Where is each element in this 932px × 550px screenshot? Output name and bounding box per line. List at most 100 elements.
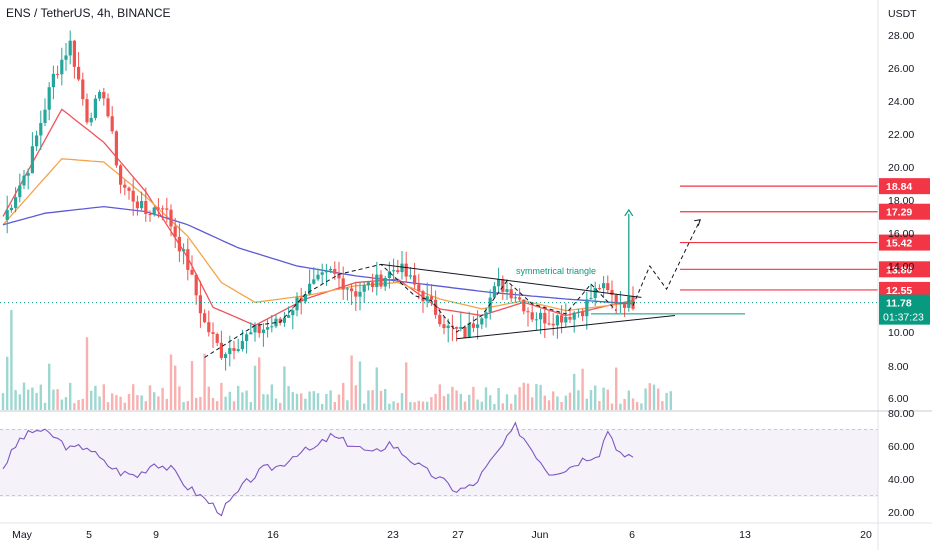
- candle: [135, 195, 139, 216]
- candle: [89, 112, 93, 127]
- candle: [526, 307, 530, 327]
- y-tick-label: 20.00: [888, 162, 914, 174]
- candle: [30, 132, 34, 174]
- y-tick-label: 28.00: [888, 30, 914, 42]
- volume-bar: [144, 401, 147, 410]
- volume-bar: [657, 388, 660, 410]
- candle: [144, 187, 148, 222]
- candle: [173, 217, 177, 249]
- volume-bar: [22, 382, 26, 410]
- candle: [299, 287, 303, 315]
- volume-bar: [476, 399, 479, 410]
- y-tick-label: 10.00: [888, 327, 914, 339]
- candle: [530, 305, 534, 323]
- ema-line: [2, 205, 634, 305]
- rsi-layer: [0, 421, 878, 517]
- candle: [68, 30, 72, 65]
- candle: [442, 316, 446, 335]
- candle: [291, 306, 295, 330]
- candle: [471, 316, 475, 333]
- candle: [383, 275, 387, 291]
- volume-bar: [535, 384, 538, 410]
- volume-bar: [405, 362, 408, 410]
- candle: [375, 261, 379, 296]
- candle: [324, 263, 328, 286]
- volume-bar: [161, 387, 164, 410]
- candle: [522, 299, 526, 315]
- volume-bar: [526, 383, 530, 410]
- candle: [518, 288, 522, 302]
- candle: [362, 282, 366, 303]
- candle: [194, 273, 198, 305]
- volume-bar: [665, 392, 668, 410]
- candle: [81, 72, 85, 106]
- candle: [459, 312, 463, 332]
- candle: [379, 270, 383, 289]
- candle: [266, 318, 270, 338]
- volume-bar: [573, 373, 576, 410]
- candle: [610, 280, 614, 309]
- volume-bar: [52, 389, 55, 410]
- candle: [421, 289, 425, 313]
- volume-bar: [333, 402, 336, 410]
- candle: [350, 284, 354, 306]
- candle: [400, 250, 404, 280]
- volume-bar: [631, 398, 635, 410]
- volume-bar: [169, 354, 173, 410]
- candle: [102, 87, 106, 106]
- level-tag-label: 12.55: [886, 285, 912, 297]
- candle: [446, 318, 450, 343]
- candle: [602, 276, 606, 298]
- volume-bar: [438, 384, 441, 410]
- volume-bar: [442, 396, 446, 410]
- volume-bar: [568, 392, 572, 410]
- volume-bar: [270, 384, 273, 410]
- volume-bar: [232, 401, 236, 410]
- candle: [417, 274, 421, 300]
- volume-bar: [73, 403, 76, 410]
- target-arrowhead: [624, 208, 634, 217]
- volume-bar: [295, 393, 299, 410]
- volume-bar: [484, 387, 488, 410]
- volume-bar: [384, 389, 387, 410]
- candle: [165, 197, 169, 223]
- candle: [60, 47, 64, 86]
- volume-bar: [199, 396, 202, 410]
- volume-bar: [274, 398, 278, 410]
- candle: [484, 307, 488, 328]
- volume-bar: [98, 396, 101, 410]
- candle: [576, 308, 580, 318]
- volume-bar: [430, 397, 433, 410]
- volume-bar: [316, 393, 320, 410]
- candle: [303, 290, 307, 304]
- volume-bar: [253, 365, 257, 410]
- candle: [593, 281, 597, 307]
- lower-trendline: [456, 315, 676, 340]
- volume-bar: [211, 397, 215, 410]
- candle: [182, 243, 186, 265]
- candle: [623, 302, 627, 317]
- candle: [434, 290, 438, 319]
- candle: [249, 322, 253, 335]
- volume-bar: [148, 385, 152, 410]
- volume-bar: [64, 397, 68, 410]
- candle: [597, 284, 601, 291]
- candle: [215, 332, 219, 347]
- candle: [345, 286, 349, 301]
- volume-bar: [1, 393, 5, 410]
- candle: [358, 281, 362, 311]
- volume-bar: [501, 403, 504, 410]
- candle: [77, 52, 81, 82]
- volume-bar: [493, 403, 496, 410]
- volume-bar: [648, 383, 651, 410]
- y-tick-label: 6.00: [888, 393, 909, 405]
- volume-bar: [60, 399, 63, 410]
- candle: [207, 310, 211, 337]
- candle: [467, 311, 471, 339]
- candle: [547, 309, 551, 326]
- candle: [329, 266, 333, 274]
- volume-bar: [556, 396, 559, 410]
- candle: [152, 206, 156, 217]
- volume-bar: [123, 402, 126, 410]
